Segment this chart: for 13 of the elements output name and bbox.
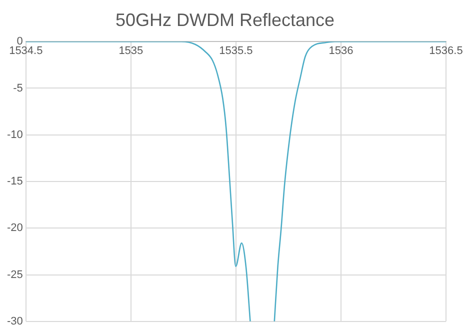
x-tick-label: 1536 <box>328 45 354 58</box>
x-tick-label: 1536.5 <box>429 45 463 58</box>
x-tick-label: 1535.5 <box>219 45 253 58</box>
y-tick-label: -20 <box>6 222 23 234</box>
y-tick-label: -10 <box>6 128 23 141</box>
chart-title: 50GHz DWDM Reflectance <box>115 10 335 30</box>
x-tick-label: 1534.5 <box>9 45 43 58</box>
y-tick-label: -30 <box>6 315 23 328</box>
y-tick-label: 0 <box>16 36 23 48</box>
x-tick-label: 1535 <box>118 45 144 58</box>
y-tick-label: -15 <box>6 176 23 188</box>
y-tick-label: -5 <box>13 82 23 94</box>
y-tick-label: -25 <box>6 268 23 281</box>
